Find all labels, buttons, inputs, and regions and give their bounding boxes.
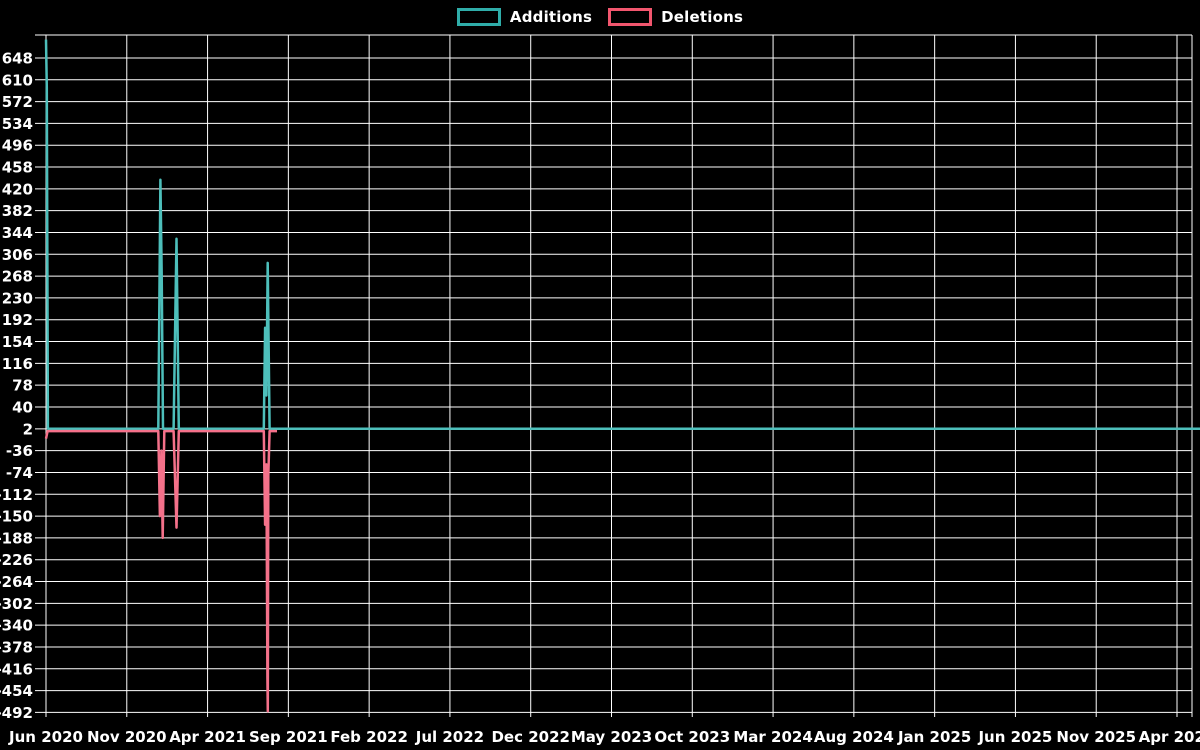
y-tick-label: 420 [2,180,33,198]
deletions-swatch-icon [608,8,653,26]
x-tick-label: May 2023 [571,728,652,746]
y-tick-label: 382 [2,202,33,220]
y-tick-label: -150 [0,508,33,526]
y-tick-label: -36 [6,442,33,460]
x-tick-label: Apr 2021 [169,728,246,746]
y-tick-label: -226 [0,551,33,569]
y-tick-label: 344 [2,224,33,242]
x-tick-label: Jan 2025 [897,728,971,746]
x-tick-label: Aug 2024 [814,728,894,746]
y-tick-label: 458 [2,159,33,177]
y-tick-label: -112 [0,486,33,504]
x-tick-label: Oct 2023 [654,728,730,746]
y-tick-label: 78 [12,377,33,395]
y-tick-label: 154 [2,333,33,351]
y-tick-label: -454 [0,682,33,700]
additions-series-line [44,39,1200,431]
y-tick-label: 116 [2,355,33,373]
deletions-legend-label: Deletions [661,8,744,26]
y-tick-label: 192 [2,311,33,329]
x-tick-label: Jun 2025 [977,728,1052,746]
y-tick-label: -340 [0,617,33,635]
y-tick-label: -74 [6,464,33,482]
additions-legend-label: Additions [509,8,593,26]
x-tick-label: Nov 2020 [87,728,167,746]
y-tick-label: 230 [2,289,33,307]
x-tick-label: Jun 2020 [8,728,83,746]
x-tick-label: Apr 2026 [1139,728,1200,746]
x-tick-label: Dec 2022 [491,728,570,746]
y-tick-label: -416 [0,660,33,678]
x-tick-label: Sep 2021 [249,728,328,746]
y-tick-label: 2 [23,420,33,438]
y-tick-label: -188 [0,529,33,547]
y-tick-label: 496 [2,137,33,155]
deletions-series-line [44,429,277,713]
y-tick-label: -302 [0,595,33,613]
legend-item-deletions: Deletions [608,8,743,26]
x-tick-label: Mar 2024 [733,728,812,746]
y-tick-label: 306 [2,246,33,264]
y-tick-label: 610 [2,71,33,89]
additions-swatch-icon [456,8,501,26]
x-tick-label: Jul 2022 [415,728,484,746]
y-tick-label: 572 [2,93,33,111]
legend-item-additions: Additions [456,8,593,26]
chart-legend: Additions Deletions [0,8,1200,26]
x-tick-label: Feb 2022 [330,728,408,746]
y-tick-label: 534 [2,115,33,133]
y-tick-label: -264 [0,573,33,591]
y-tick-label: 40 [12,399,33,417]
y-tick-label: -492 [0,704,33,722]
y-tick-label: -378 [0,638,33,656]
y-tick-label: 648 [2,49,33,67]
y-tick-label: 268 [2,268,33,286]
x-tick-label: Nov 2025 [1056,728,1136,746]
